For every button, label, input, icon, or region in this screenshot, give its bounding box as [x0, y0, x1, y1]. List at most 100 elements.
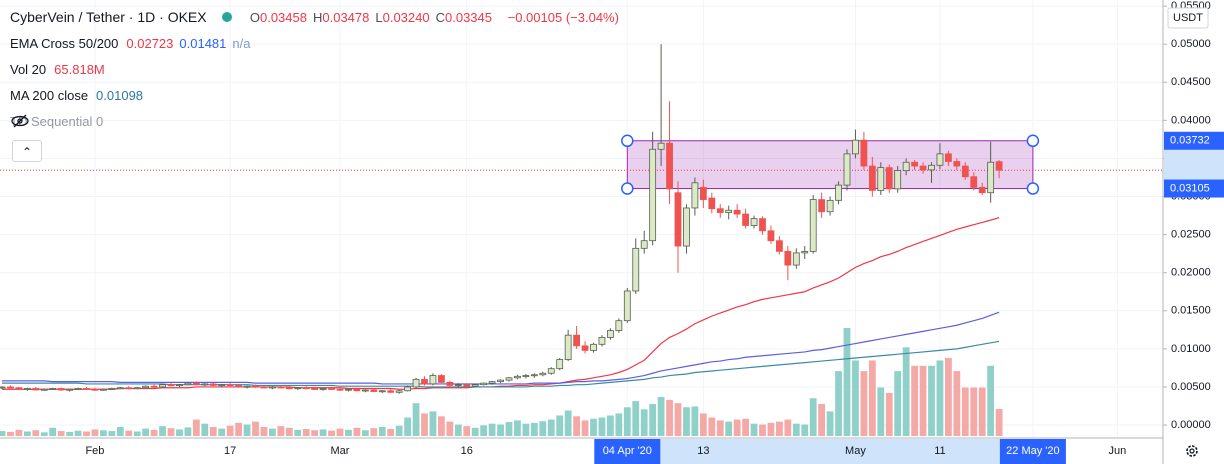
- candle-body: [454, 384, 462, 387]
- volume-bar: [32, 430, 40, 436]
- candle-body: [49, 388, 57, 390]
- ohlc-value: 0.03240: [382, 10, 430, 25]
- indicator-row: TD Sequential 0: [10, 114, 111, 129]
- volume-bar: [116, 426, 124, 436]
- ohlc-label: C: [435, 10, 445, 25]
- candle-body: [319, 388, 327, 390]
- volume-bar: [961, 387, 969, 436]
- box-handle: [1026, 134, 1040, 148]
- candle-body: [750, 218, 758, 226]
- volume-bar: [573, 416, 580, 436]
- candle-body: [328, 388, 335, 390]
- volume-bar: [370, 428, 378, 436]
- time-range-label-box: [999, 439, 1066, 464]
- candle-body: [311, 388, 319, 390]
- candle-body: [74, 388, 82, 390]
- volume-bar: [733, 419, 741, 436]
- volume-bar: [801, 424, 809, 436]
- volume-bar: [522, 423, 530, 436]
- price-axis: [1163, 0, 1224, 464]
- candle-body: [83, 388, 90, 390]
- candle-body: [488, 381, 496, 384]
- volume-bar: [708, 417, 716, 436]
- indicator-line: [2, 311, 1000, 385]
- candle-body: [176, 384, 183, 387]
- candle-body: [683, 207, 690, 247]
- y-tick-label: 0.01000: [1171, 343, 1211, 355]
- volume-bar: [57, 431, 65, 436]
- volume-bar: [928, 365, 935, 436]
- candle-body: [159, 384, 166, 388]
- volume-bar: [666, 399, 673, 436]
- indicator-value: 0.01481: [179, 36, 227, 51]
- volume-bar: [167, 428, 175, 436]
- symbol-legend: CyberVein / Tether · 1D · OKEX O0.03458 H…: [10, 9, 625, 25]
- volume-bar: [640, 409, 648, 436]
- candle-body: [809, 199, 817, 252]
- volume-bar: [421, 413, 428, 436]
- volume-bar: [995, 408, 1003, 436]
- volume-bar: [725, 421, 733, 436]
- candle-body: [378, 390, 386, 393]
- volume-bar: [294, 429, 302, 436]
- indicator-name: MA 200 close: [10, 88, 89, 103]
- hidden-icon[interactable]: [10, 114, 30, 128]
- volume-bar: [945, 357, 952, 436]
- volume-bar: [826, 411, 834, 436]
- candle-body: [564, 334, 572, 360]
- candle-body: [142, 385, 150, 389]
- candle-body: [260, 386, 268, 389]
- volume-bar: [454, 424, 462, 436]
- candle-body: [91, 388, 99, 391]
- candle-body: [632, 247, 640, 292]
- volume-bar: [404, 417, 411, 436]
- candle-body: [150, 385, 158, 388]
- volume-bar: [919, 365, 927, 436]
- candle-body: [412, 378, 420, 388]
- indicator-line: [2, 217, 1000, 390]
- volume-bar: [539, 421, 547, 436]
- volume-bar: [7, 431, 14, 436]
- candle-body: [852, 139, 859, 155]
- candle-body: [0, 386, 6, 389]
- candle-body: [978, 186, 986, 194]
- candle-body: [666, 142, 673, 190]
- volume-bar: [142, 428, 150, 436]
- volume-bar: [150, 429, 158, 436]
- candle-body: [792, 252, 800, 266]
- candle-body: [691, 182, 699, 209]
- volume-bar: [970, 387, 978, 436]
- candle-body: [902, 161, 910, 172]
- candle-body: [835, 184, 842, 201]
- time-range-label: 04 Apr '20: [603, 445, 652, 457]
- settings-icon[interactable]: [1186, 445, 1198, 457]
- collapse-button[interactable]: ⌃: [12, 140, 42, 162]
- candle-body: [404, 386, 412, 392]
- indicator-row: Vol 20 65.818M: [10, 62, 111, 77]
- candle-body: [497, 379, 504, 383]
- volume-bar: [176, 429, 183, 436]
- candle-body: [581, 345, 589, 351]
- candle-body: [877, 167, 885, 191]
- candle-body: [209, 383, 217, 386]
- candle-body: [953, 161, 961, 167]
- volume-bar: [750, 423, 758, 436]
- candle-body: [32, 388, 40, 391]
- currency-label: USDT: [1173, 12, 1203, 24]
- volume-bar: [792, 423, 800, 436]
- candle-body: [268, 386, 276, 389]
- candle-body: [860, 139, 868, 167]
- y-tick-label: 0.05000: [1171, 38, 1211, 50]
- candle-body: [108, 388, 116, 390]
- volume-bar: [302, 429, 310, 436]
- volume-bar: [260, 426, 268, 436]
- volume-bar: [657, 396, 665, 436]
- candle-body: [235, 385, 243, 388]
- volume-bar: [192, 419, 200, 436]
- volume-bar: [784, 419, 792, 436]
- volume-bar: [378, 426, 386, 436]
- volume-bar: [446, 421, 454, 436]
- indicator-value: n/a: [232, 36, 251, 51]
- indicator-name: TD Sequential 0: [10, 114, 104, 129]
